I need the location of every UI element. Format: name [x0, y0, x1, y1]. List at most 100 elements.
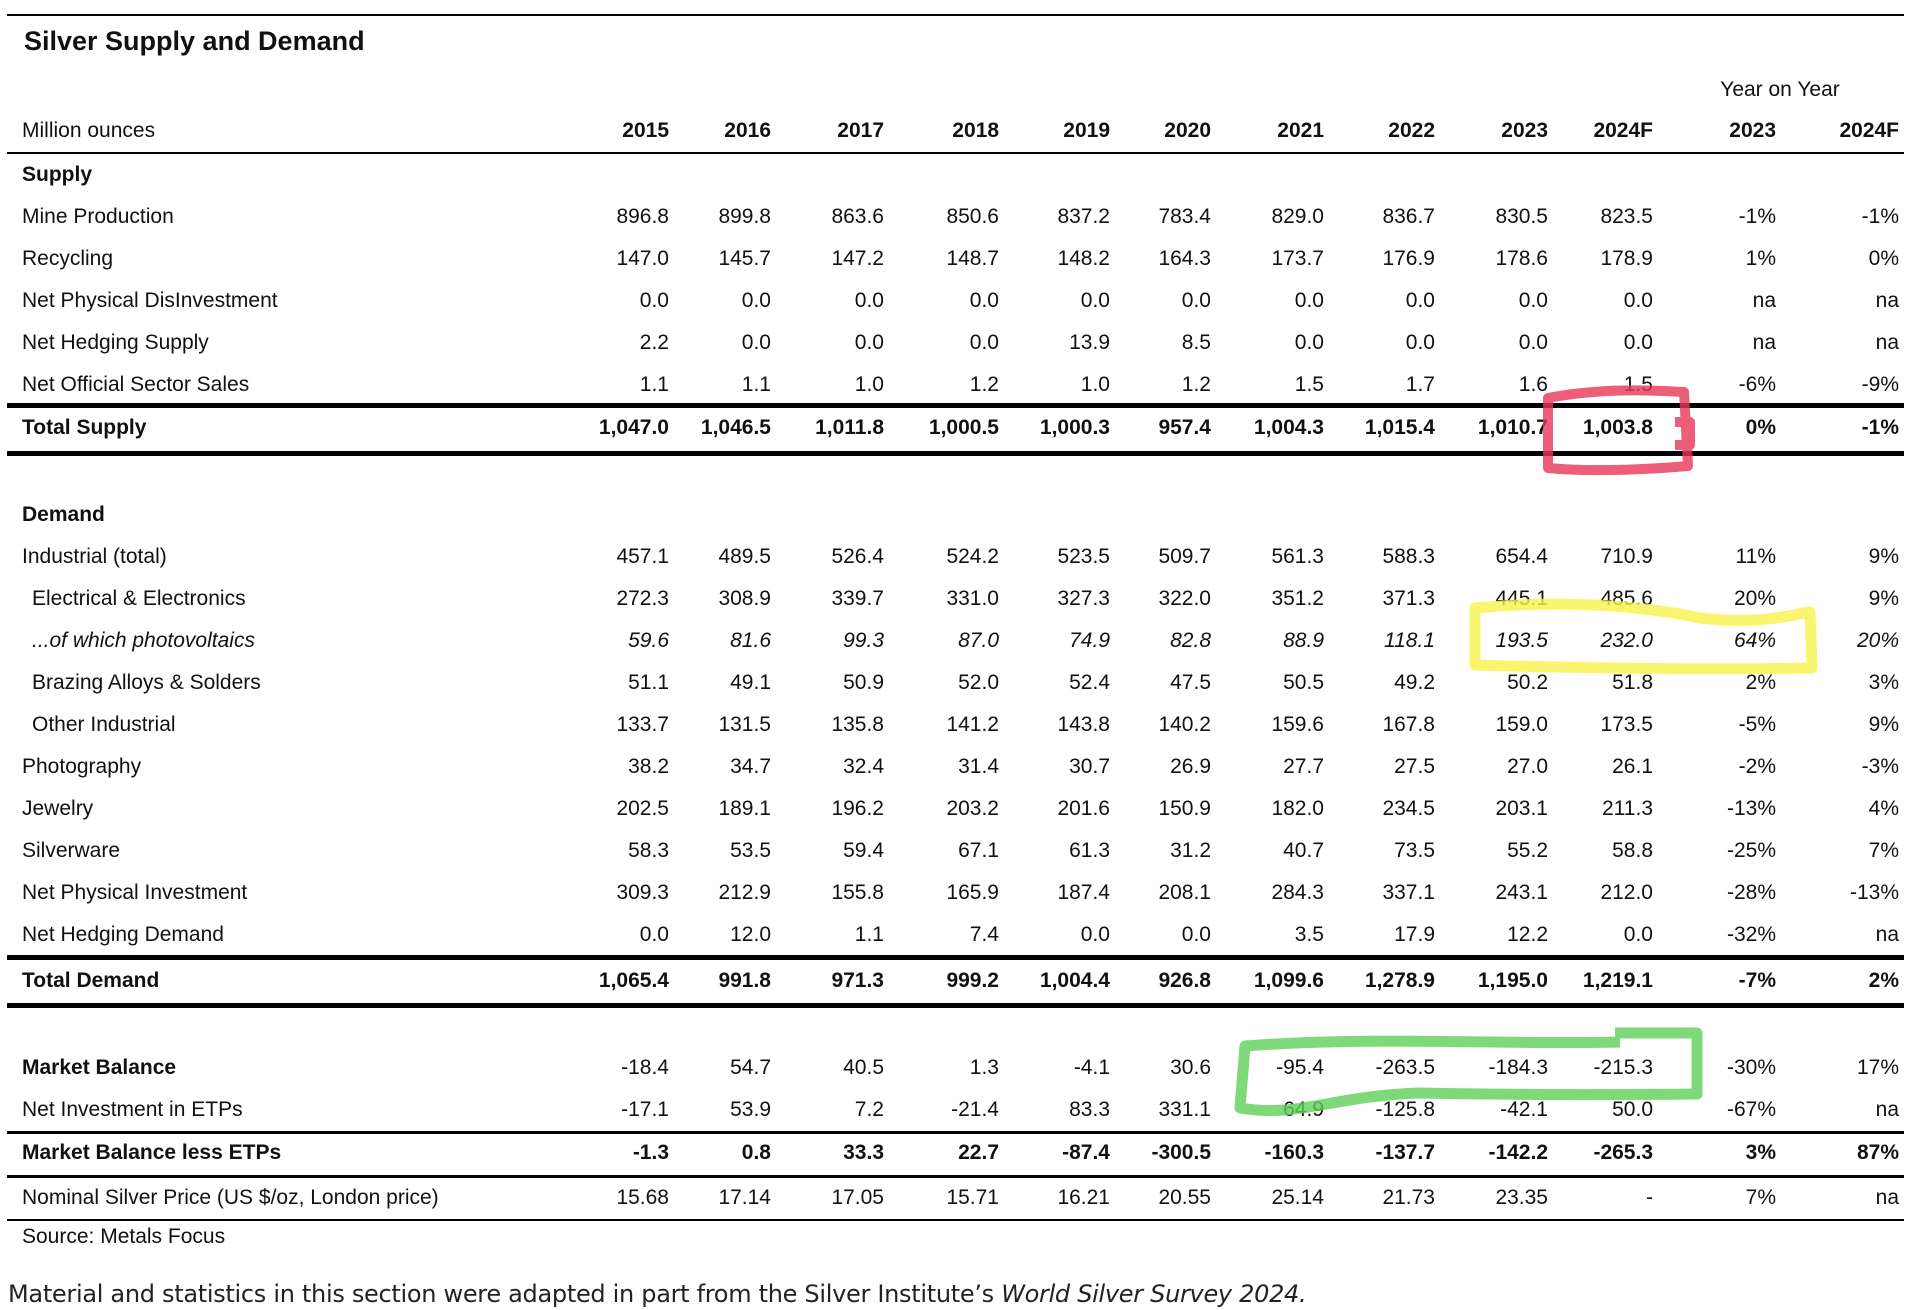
value-cell: 1,000.5	[928, 416, 999, 439]
yoy-cell: na	[1752, 331, 1776, 354]
value-cell: 0.0	[854, 331, 884, 354]
value-cell: 208.1	[1158, 881, 1211, 904]
value-cell: 176.9	[1382, 247, 1435, 270]
year-header: 2020	[1164, 119, 1211, 142]
value-cell: 371.3	[1382, 587, 1435, 610]
value-cell: 1,010.7	[1477, 416, 1548, 439]
value-cell: 783.4	[1158, 205, 1211, 228]
value-cell: 0.0	[639, 289, 669, 312]
yoy-cell: -67%	[1726, 1098, 1776, 1121]
year-header: 2015	[622, 119, 669, 142]
value-cell: 31.2	[1170, 839, 1211, 862]
value-cell: 17.9	[1394, 923, 1435, 946]
value-cell: 203.1	[1495, 797, 1548, 820]
value-cell: -18.4	[621, 1056, 669, 1079]
source-note: Source: Metals Focus	[22, 1225, 226, 1248]
value-cell: 99.3	[843, 629, 884, 652]
yoy-cell: -1%	[1861, 416, 1899, 439]
year-header: 2019	[1063, 119, 1110, 142]
value-cell: 1.5	[1623, 373, 1653, 396]
value-cell: 25.14	[1271, 1186, 1324, 1209]
year-on-year-heading: Year on Year	[1720, 78, 1840, 101]
value-cell: -160.3	[1264, 1141, 1324, 1164]
value-cell: 1.5	[1294, 373, 1324, 396]
value-cell: 135.8	[831, 713, 884, 736]
value-cell: 133.7	[616, 713, 669, 736]
value-cell: 1.2	[969, 373, 999, 396]
row-label: Supply	[22, 163, 93, 186]
yoy-cell: 7%	[1868, 839, 1899, 862]
value-cell: 26.9	[1170, 755, 1211, 778]
yoy-cell: 9%	[1868, 713, 1899, 736]
value-cell: 178.9	[1600, 247, 1653, 270]
yoy-header: 2023	[1729, 119, 1776, 142]
table-row: Jewelry 202.5 189.1 196.2 203.2 201.6 150.9 182…	[0, 794, 1932, 824]
yoy-cell: -13%	[1726, 797, 1776, 820]
value-cell: 167.8	[1382, 713, 1435, 736]
value-cell: 284.3	[1271, 881, 1324, 904]
yoy-cell: -32%	[1726, 923, 1776, 946]
value-cell: 12.2	[1507, 923, 1548, 946]
value-cell: 31.4	[958, 755, 999, 778]
table-row: Net Investment in ETPs -17.1 53.9 7.2 -21.4 8…	[0, 1095, 1932, 1125]
table-row: Net Physical DisInvestment 0.0 0.0 0.0 0.0 0.…	[0, 286, 1932, 316]
value-cell: 211.3	[1602, 797, 1653, 820]
value-cell: 485.6	[1600, 587, 1653, 610]
value-cell: 1.2	[1181, 373, 1211, 396]
value-cell: 17.05	[831, 1186, 884, 1209]
value-cell: 182.0	[1271, 797, 1324, 820]
value-cell: 1,046.5	[700, 416, 771, 439]
value-cell: 1,011.8	[815, 416, 884, 439]
value-cell: 1,278.9	[1364, 969, 1435, 992]
value-cell: 829.0	[1271, 205, 1324, 228]
yoy-cell: -28%	[1726, 881, 1776, 904]
yoy-cell: -2%	[1738, 755, 1776, 778]
page-title: Silver Supply and Demand	[24, 26, 365, 56]
row-label: Mine Production	[22, 205, 174, 228]
value-cell: 16.21	[1057, 1186, 1110, 1209]
value-cell: 52.4	[1069, 671, 1110, 694]
yoy-cell: na	[1875, 331, 1899, 354]
value-cell: 971.3	[831, 969, 884, 992]
value-cell: 49.2	[1394, 671, 1435, 694]
yoy-cell: -30%	[1726, 1056, 1776, 1079]
row-label: Net Investment in ETPs	[22, 1098, 243, 1121]
value-cell: 1,065.4	[598, 969, 669, 992]
value-cell: 51.1	[628, 671, 669, 694]
footnote-text: Material and statistics in this section …	[8, 1280, 1002, 1308]
table-row: Demand	[0, 500, 1932, 530]
row-label: Brazing Alloys & Solders	[32, 671, 261, 694]
value-cell: 53.5	[730, 839, 771, 862]
value-cell: 22.7	[958, 1141, 999, 1164]
value-cell: 7.2	[854, 1098, 884, 1121]
year-header: 2022	[1388, 119, 1435, 142]
value-cell: 1,004.4	[1039, 969, 1110, 992]
value-cell: 203.2	[946, 797, 999, 820]
table-row: Net Official Sector Sales 1.1 1.1 1.0 1.2 1.0…	[0, 370, 1932, 400]
value-cell: 339.7	[831, 587, 884, 610]
yoy-cell: 1%	[1745, 247, 1776, 270]
value-cell: 54.7	[730, 1056, 771, 1079]
table-row: Nominal Silver Price (US $/oz, London pr…	[0, 1183, 1932, 1213]
value-cell: 148.7	[946, 247, 999, 270]
row-label: Industrial (total)	[22, 545, 167, 568]
yoy-cell: 0%	[1868, 247, 1899, 270]
value-cell: 15.71	[946, 1186, 999, 1209]
value-cell: 8.5	[1181, 331, 1211, 354]
value-cell: 0.0	[1518, 331, 1548, 354]
table-rule	[7, 955, 1904, 960]
table-rule	[7, 1175, 1904, 1178]
value-cell: -137.7	[1375, 1141, 1435, 1164]
value-cell: 155.8	[831, 881, 884, 904]
value-cell: 1,004.3	[1253, 416, 1324, 439]
row-label: Total Demand	[22, 969, 160, 992]
top-rule	[7, 14, 1904, 16]
footnote: Material and statistics in this section …	[8, 1280, 1307, 1308]
value-cell: 74.9	[1069, 629, 1110, 652]
value-cell: 234.5	[1382, 797, 1435, 820]
value-cell: 23.35	[1495, 1186, 1548, 1209]
units-label: Million ounces	[22, 119, 156, 142]
value-cell: 524.2	[946, 545, 999, 568]
value-cell: 34.7	[730, 755, 771, 778]
value-cell: 147.0	[616, 247, 669, 270]
